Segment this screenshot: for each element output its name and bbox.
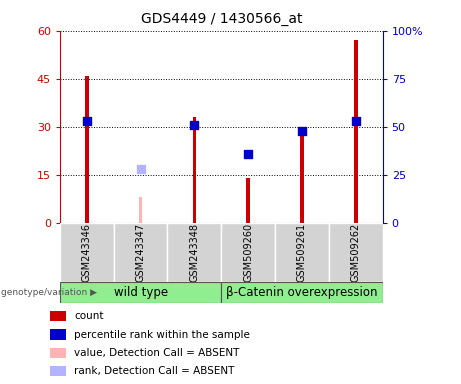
Bar bbox=[139, 197, 142, 223]
Point bbox=[83, 118, 90, 124]
Bar bbox=[354, 40, 358, 223]
Point bbox=[298, 127, 306, 134]
Text: GSM509261: GSM509261 bbox=[297, 223, 307, 282]
Text: percentile rank within the sample: percentile rank within the sample bbox=[75, 329, 250, 339]
FancyBboxPatch shape bbox=[60, 223, 114, 282]
Point bbox=[137, 166, 144, 172]
Text: genotype/variation ▶: genotype/variation ▶ bbox=[1, 288, 97, 297]
FancyBboxPatch shape bbox=[60, 282, 221, 303]
FancyBboxPatch shape bbox=[275, 223, 329, 282]
Bar bbox=[50, 329, 66, 340]
FancyBboxPatch shape bbox=[221, 282, 383, 303]
Bar bbox=[50, 366, 66, 376]
Point bbox=[244, 151, 252, 157]
Text: GSM243347: GSM243347 bbox=[136, 223, 146, 282]
FancyBboxPatch shape bbox=[167, 223, 221, 282]
Bar bbox=[50, 311, 66, 321]
Text: GSM509262: GSM509262 bbox=[351, 223, 361, 282]
Title: GDS4449 / 1430566_at: GDS4449 / 1430566_at bbox=[141, 12, 302, 25]
Text: value, Detection Call = ABSENT: value, Detection Call = ABSENT bbox=[75, 348, 240, 358]
Text: β-Catenin overexpression: β-Catenin overexpression bbox=[226, 286, 378, 299]
FancyBboxPatch shape bbox=[329, 223, 383, 282]
Bar bbox=[85, 76, 89, 223]
Text: rank, Detection Call = ABSENT: rank, Detection Call = ABSENT bbox=[75, 366, 235, 376]
Text: GSM243346: GSM243346 bbox=[82, 223, 92, 282]
Bar bbox=[246, 178, 250, 223]
FancyBboxPatch shape bbox=[114, 223, 167, 282]
Text: GSM243348: GSM243348 bbox=[189, 223, 200, 282]
Text: GSM509260: GSM509260 bbox=[243, 223, 253, 282]
Text: count: count bbox=[75, 311, 104, 321]
Bar bbox=[50, 348, 66, 358]
Bar bbox=[300, 136, 304, 223]
Text: wild type: wild type bbox=[113, 286, 168, 299]
FancyBboxPatch shape bbox=[221, 223, 275, 282]
Point bbox=[191, 122, 198, 128]
Bar bbox=[193, 117, 196, 223]
Point bbox=[352, 118, 360, 124]
